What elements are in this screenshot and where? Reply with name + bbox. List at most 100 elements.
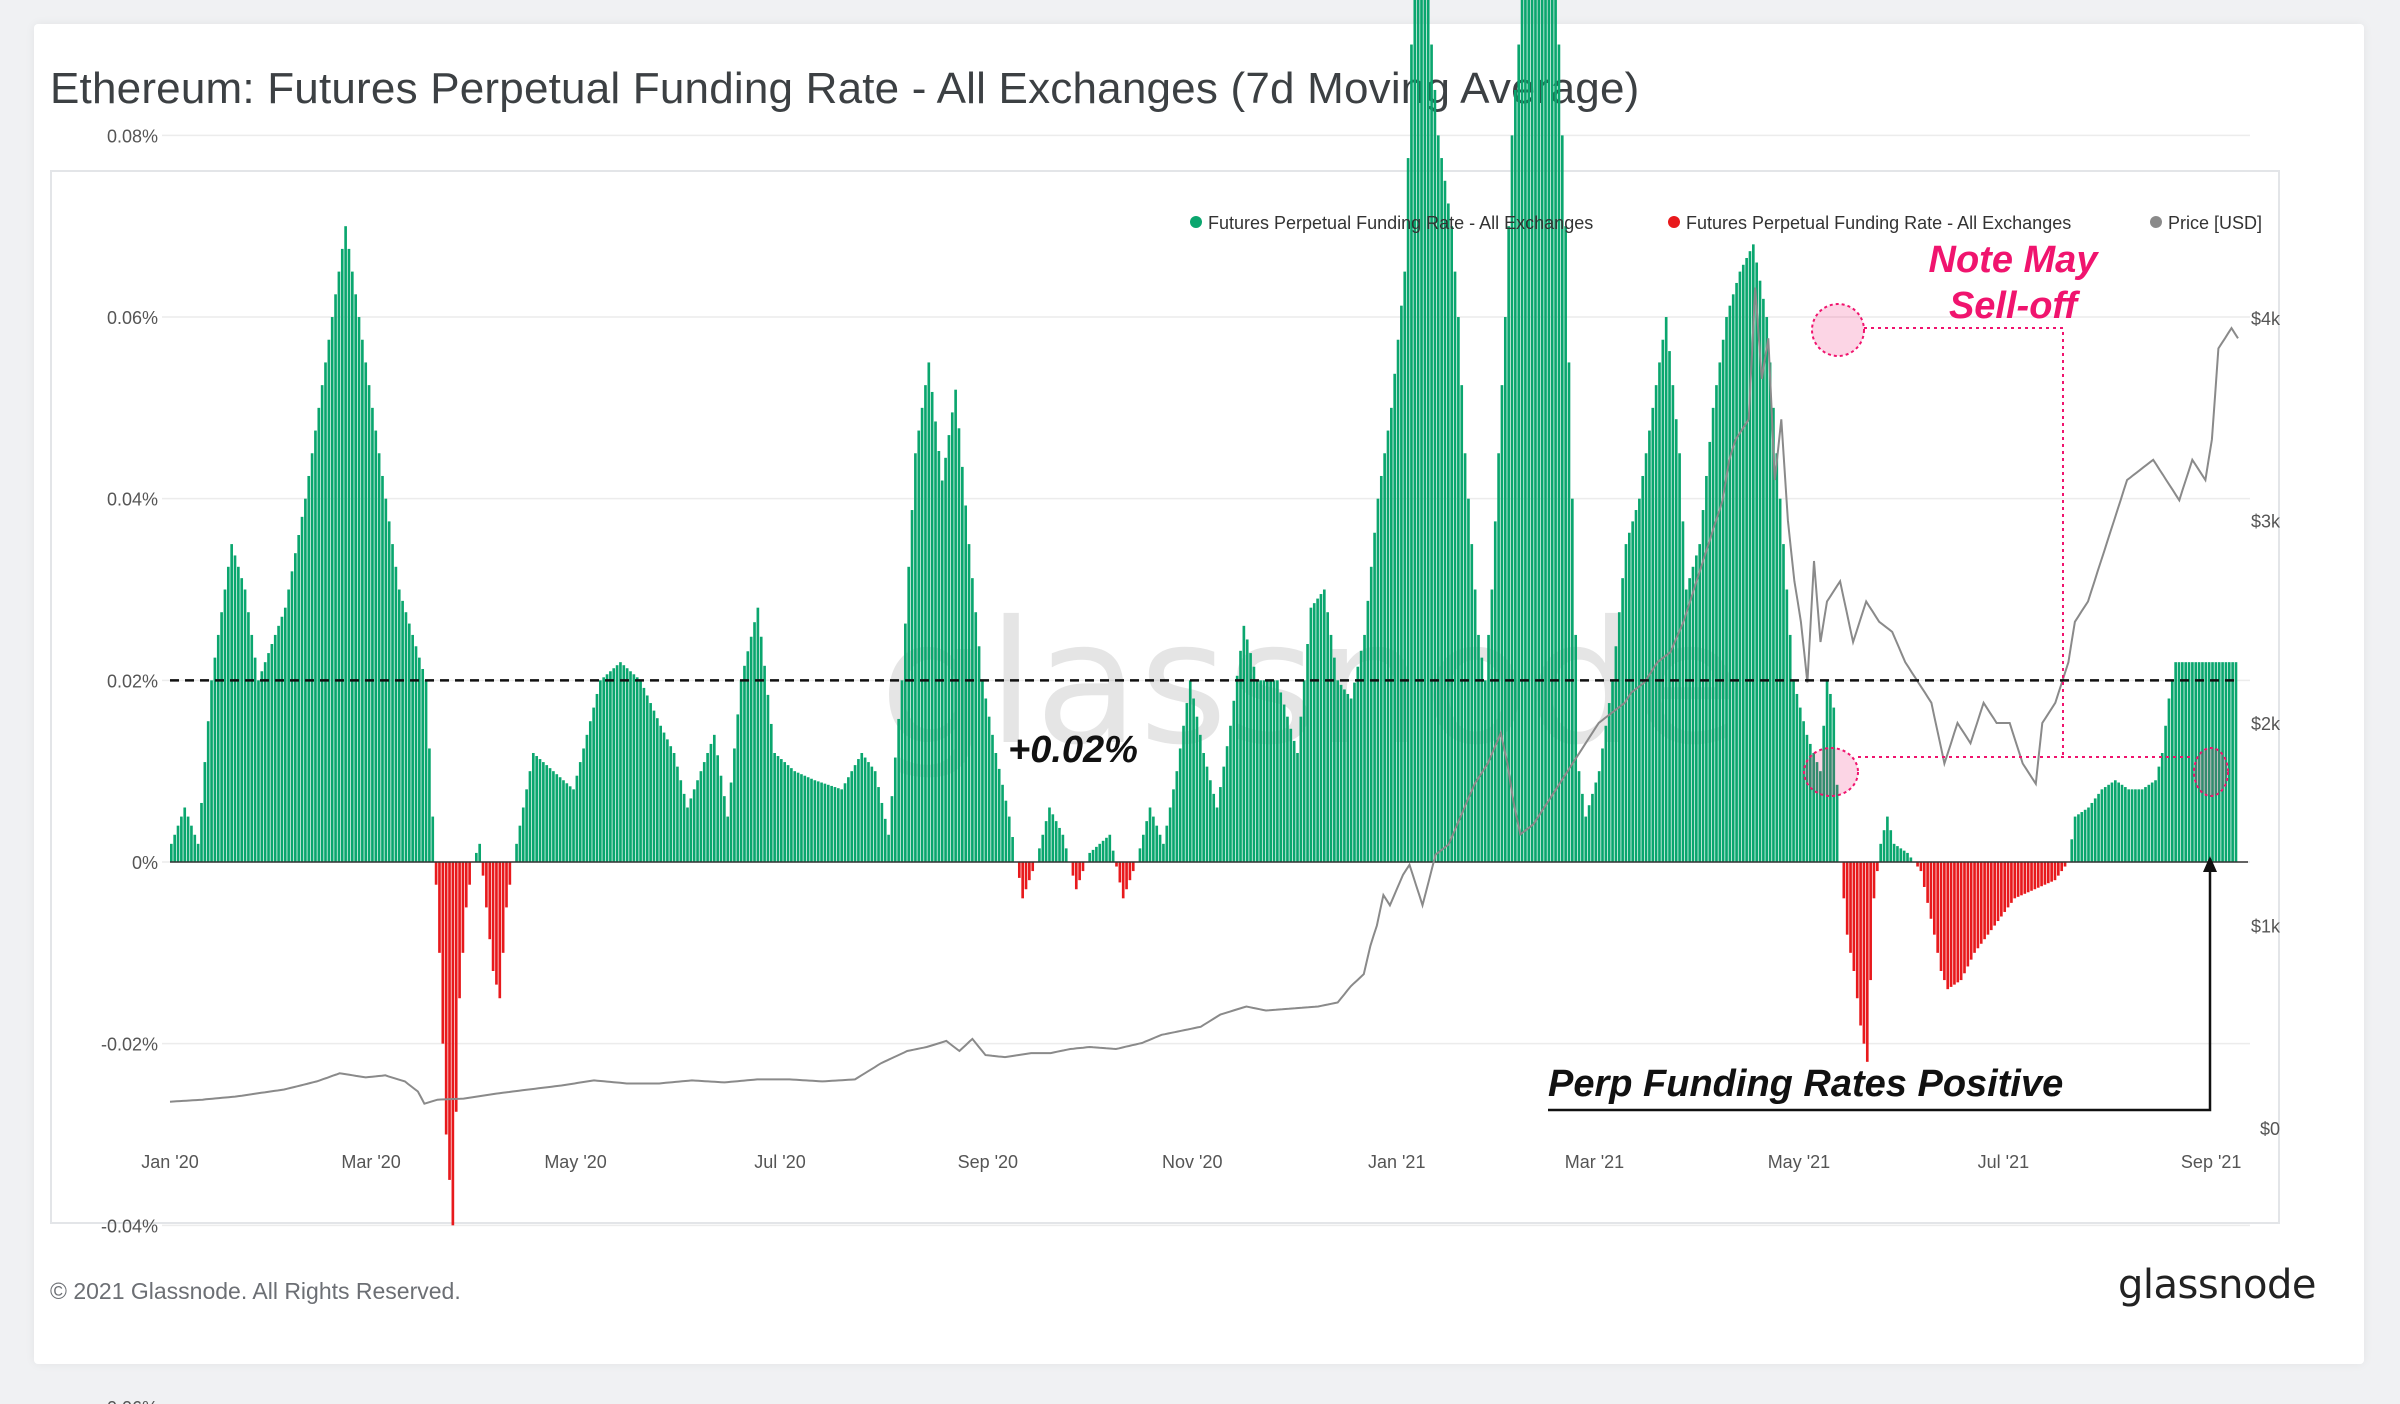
funding-bar bbox=[1681, 521, 1685, 862]
funding-bar bbox=[1872, 862, 1876, 899]
x-tick-label: Nov '20 bbox=[1162, 1152, 1222, 1172]
funding-bar bbox=[2214, 662, 2218, 862]
funding-bar bbox=[273, 634, 277, 862]
funding-bar bbox=[1886, 816, 1889, 862]
funding-bar bbox=[1373, 532, 1376, 862]
funding-bar bbox=[290, 571, 294, 862]
funding-bar bbox=[1239, 650, 1242, 862]
funding-bar bbox=[1554, 0, 1557, 862]
funding-bar bbox=[505, 862, 508, 908]
funding-bar bbox=[2234, 662, 2238, 862]
funding-bar bbox=[1480, 657, 1484, 862]
funding-bar bbox=[1302, 680, 1306, 862]
funding-bar bbox=[790, 768, 793, 862]
funding-bar bbox=[578, 762, 582, 862]
funding-bar bbox=[196, 843, 200, 862]
funding-bar bbox=[371, 407, 374, 862]
funding-bar bbox=[2211, 662, 2214, 862]
funding-bar bbox=[723, 796, 726, 862]
funding-bar bbox=[2177, 662, 2181, 862]
funding-bar bbox=[468, 862, 471, 885]
funding-bar bbox=[1155, 825, 1159, 862]
funding-bar bbox=[800, 774, 803, 862]
funding-bar bbox=[344, 226, 347, 862]
y-tick-label: 0.02% bbox=[107, 671, 158, 691]
funding-bar bbox=[2164, 725, 2167, 862]
funding-bar bbox=[2016, 862, 2020, 897]
funding-bar bbox=[1731, 294, 1735, 862]
funding-bar bbox=[1805, 734, 1809, 862]
funding-bar bbox=[1919, 862, 1923, 872]
funding-bar bbox=[1755, 262, 1759, 863]
funding-bar bbox=[1668, 351, 1671, 862]
funding-bar bbox=[1078, 862, 1081, 881]
funding-bar bbox=[753, 622, 756, 862]
funding-bar bbox=[2070, 839, 2074, 862]
funding-bar bbox=[699, 771, 703, 862]
funding-bar bbox=[190, 825, 193, 862]
funding-bar bbox=[2137, 789, 2141, 862]
funding-bar bbox=[890, 796, 894, 862]
funding-bar bbox=[920, 407, 924, 862]
funding-bar bbox=[914, 453, 917, 862]
funding-bar bbox=[377, 453, 381, 862]
funding-bar bbox=[1011, 837, 1014, 862]
funding-bar bbox=[1081, 862, 1085, 872]
funding-bar bbox=[599, 680, 602, 862]
funding-bar bbox=[981, 680, 984, 862]
y-tick-label: -0.06% bbox=[101, 1398, 158, 1404]
funding-bar bbox=[830, 785, 833, 862]
funding-bar bbox=[2103, 787, 2107, 862]
funding-bar bbox=[930, 391, 934, 862]
funding-bar bbox=[361, 339, 364, 862]
funding-bar bbox=[2040, 862, 2043, 887]
funding-bar bbox=[689, 798, 693, 862]
funding-bar bbox=[773, 753, 776, 862]
funding-bar bbox=[454, 862, 458, 1112]
funding-bar bbox=[1074, 862, 1078, 890]
funding-bar bbox=[1440, 158, 1443, 862]
funding-bar bbox=[1058, 827, 1061, 862]
funding-bar bbox=[1808, 743, 1812, 862]
funding-bar bbox=[1644, 453, 1648, 862]
funding-bar bbox=[910, 510, 914, 862]
funding-bar bbox=[374, 430, 378, 862]
funding-bar bbox=[558, 777, 562, 862]
funding-bar bbox=[2043, 862, 2047, 885]
funding-bar bbox=[2184, 662, 2188, 862]
funding-bar bbox=[1819, 771, 1822, 862]
funding-bar bbox=[840, 789, 843, 862]
funding-bar bbox=[183, 807, 187, 862]
funding-bar bbox=[1292, 740, 1296, 862]
funding-bar bbox=[1400, 305, 1403, 862]
funding-bar bbox=[1152, 816, 1155, 862]
funding-bar bbox=[857, 759, 860, 862]
legend-dot bbox=[1190, 216, 1202, 228]
funding-bar bbox=[1748, 251, 1752, 863]
funding-bar bbox=[635, 677, 639, 862]
brand-logo[interactable]: glassnode bbox=[2117, 1262, 2317, 1308]
funding-bar bbox=[1279, 692, 1283, 862]
funding-bar bbox=[1219, 787, 1222, 862]
funding-bar bbox=[1939, 862, 1943, 971]
funding-bar bbox=[1349, 698, 1353, 862]
funding-bar bbox=[1286, 716, 1289, 862]
funding-bar bbox=[1101, 840, 1105, 862]
funding-bar bbox=[220, 612, 223, 862]
funding-bar bbox=[1795, 693, 1799, 862]
funding-bar bbox=[1788, 634, 1792, 862]
funding-bar bbox=[2080, 812, 2084, 862]
funding-bar bbox=[793, 771, 797, 862]
funding-bar bbox=[1691, 566, 1695, 862]
funding-bar bbox=[1695, 555, 1698, 862]
funding-bar bbox=[1138, 848, 1142, 862]
legend-label: Futures Perpetual Funding Rate - All Exc… bbox=[1208, 213, 1593, 233]
funding-bar bbox=[1577, 771, 1581, 862]
funding-bar bbox=[1393, 373, 1397, 862]
funding-bar bbox=[870, 766, 874, 862]
funding-bar bbox=[816, 781, 820, 862]
funding-bar bbox=[1648, 430, 1651, 862]
note-text-line2: Sell-off bbox=[1949, 285, 2080, 327]
funding-bar bbox=[1356, 666, 1360, 862]
funding-bar bbox=[1909, 857, 1913, 862]
